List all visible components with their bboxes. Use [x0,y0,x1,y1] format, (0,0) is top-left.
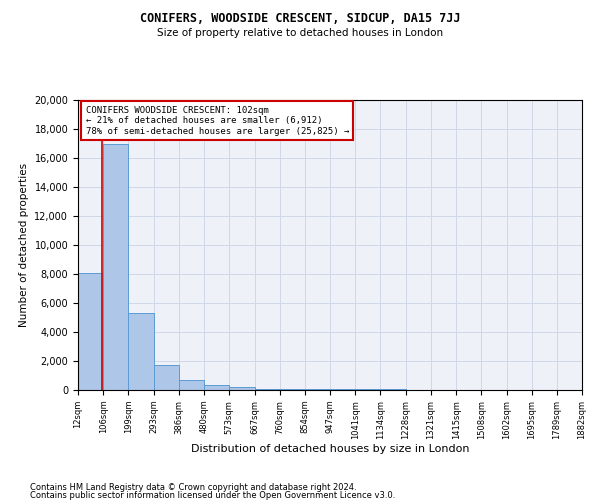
Text: CONIFERS WOODSIDE CRESCENT: 102sqm
← 21% of detached houses are smaller (6,912)
: CONIFERS WOODSIDE CRESCENT: 102sqm ← 21%… [86,106,349,136]
Bar [154,366,179,390]
Text: Contains public sector information licensed under the Open Government Licence v3: Contains public sector information licen… [30,492,395,500]
Text: CONIFERS, WOODSIDE CRESCENT, SIDCUP, DA15 7JJ: CONIFERS, WOODSIDE CRESCENT, SIDCUP, DA1… [140,12,460,26]
Text: Size of property relative to detached houses in London: Size of property relative to detached ho… [157,28,443,38]
X-axis label: Distribution of detached houses by size in London: Distribution of detached houses by size … [191,444,469,454]
Bar [103,144,128,390]
Bar [229,387,254,390]
Y-axis label: Number of detached properties: Number of detached properties [19,163,29,327]
Bar [305,389,330,390]
Text: Contains HM Land Registry data © Crown copyright and database right 2024.: Contains HM Land Registry data © Crown c… [30,483,356,492]
Bar [280,389,305,390]
Bar [78,272,103,390]
Bar [179,380,204,390]
Bar [204,385,229,390]
Bar [254,388,280,390]
Bar [128,313,154,390]
